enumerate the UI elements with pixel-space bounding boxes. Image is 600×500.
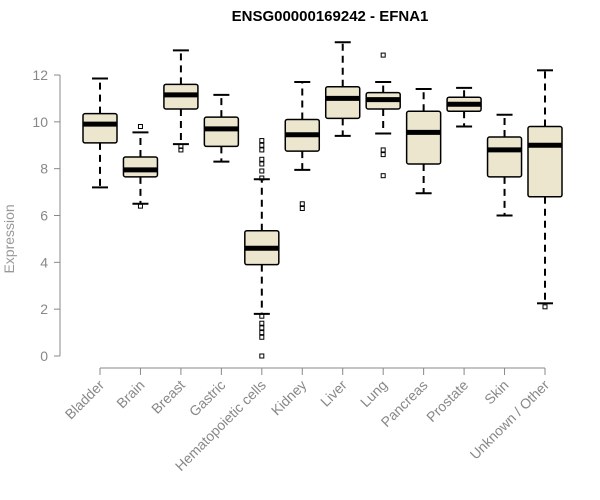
outlier-point [137,124,143,130]
iqr-box [527,125,563,198]
x-tick-label: Skin [481,377,512,408]
outlier-point [259,313,265,319]
outlier-point [259,142,265,148]
outlier-point [137,203,143,209]
y-tick-label: 12 [32,67,48,83]
y-tick-label: 2 [40,301,48,317]
outlier-point [380,173,386,179]
outlier-point [380,147,386,153]
x-tick-label: Lung [357,377,390,410]
outlier-point [380,52,386,58]
outlier-point [178,143,184,149]
x-tick-label: Liver [317,377,350,410]
iqr-box [203,116,240,148]
y-tick-label: 6 [40,208,48,224]
outlier-point [259,353,265,359]
outlier-point [299,201,305,207]
y-tick-label: 8 [40,161,48,177]
y-tick-label: 10 [32,114,48,130]
y-axis-title: Expression [1,204,17,273]
outlier-point [299,205,305,211]
outlier-point [259,175,265,181]
outlier-point [259,161,265,167]
y-tick-label: 0 [40,348,48,364]
outlier-point [259,334,265,340]
iqr-box [324,85,361,120]
outlier-point [259,147,265,153]
x-tick-label: Prostate [423,377,471,425]
x-tick-label: Kidney [268,377,310,419]
iqr-box [486,136,523,178]
outlier-point [259,168,265,174]
outlier-point [542,304,548,310]
outlier-point [259,156,265,162]
outlier-point [259,325,265,331]
iqr-box [82,112,118,144]
x-tick-label: Breast [148,377,188,417]
y-tick-label: 4 [40,254,48,270]
iqr-box [122,156,159,178]
iqr-box [405,110,442,165]
x-tick-label: Brain [113,377,147,411]
outlier-point [259,320,265,326]
outlier-point [259,138,265,144]
chart-title: ENSG00000169242 - EFNA1 [231,8,429,25]
outlier-point [380,152,386,158]
x-tick-label: Bladder [62,377,108,423]
outlier-point [259,330,265,336]
